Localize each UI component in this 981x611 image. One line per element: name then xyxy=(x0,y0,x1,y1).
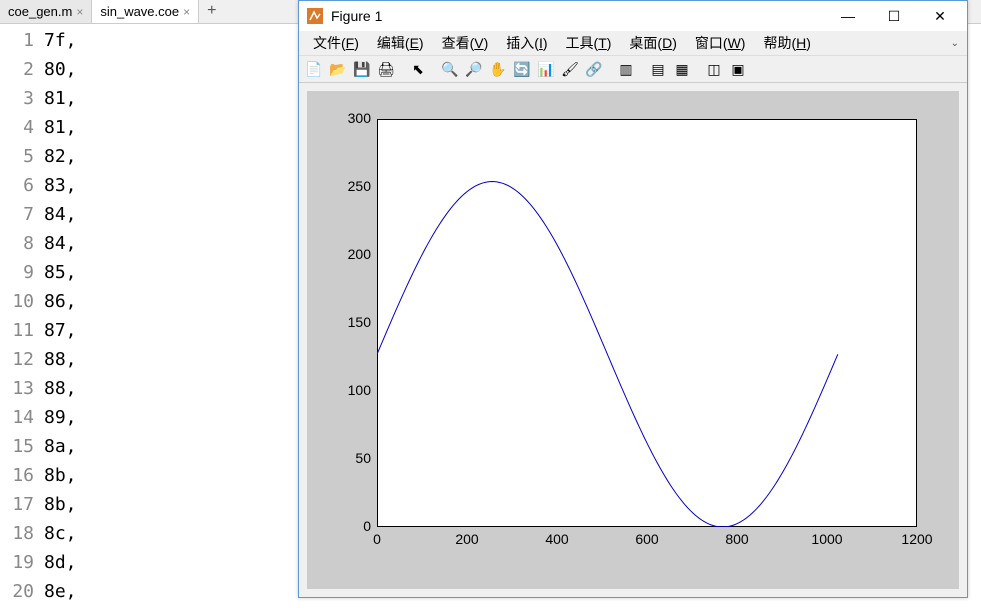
matlab-icon xyxy=(307,8,323,24)
ytick-label: 200 xyxy=(311,246,371,262)
tab-coe-gen[interactable]: coe_gen.m × xyxy=(0,0,92,23)
close-button[interactable]: ✕ xyxy=(917,1,963,31)
ytick-label: 50 xyxy=(311,450,371,466)
menu-item-5[interactable]: 桌面(D) xyxy=(621,31,684,55)
print-icon[interactable]: 🖨 xyxy=(375,58,397,80)
line-gutter: 1234567891011121314151617181920 xyxy=(0,26,44,606)
tab-label: coe_gen.m xyxy=(8,4,72,19)
toolbar: 📄📂💾🖨 ⬉ 🔍🔎✋🔄📊🖌🔗 ▥ ▤▦ ◫▣ xyxy=(299,55,967,83)
xtick-label: 800 xyxy=(717,531,757,547)
zoom-in-icon[interactable]: 🔍 xyxy=(439,58,461,80)
window-title: Figure 1 xyxy=(331,8,825,24)
new-file-icon[interactable]: 📄 xyxy=(303,58,325,80)
menu-item-1[interactable]: 编辑(E) xyxy=(369,31,432,55)
rotate-icon[interactable]: 🔄 xyxy=(511,58,533,80)
xtick-label: 1200 xyxy=(897,531,937,547)
figure-window: Figure 1 — ☐ ✕ 文件(F)编辑(E)查看(V)插入(I)工具(T)… xyxy=(298,0,968,598)
line-chart xyxy=(377,119,917,527)
code-content[interactable]: 7f,80,81,81,82,83,84,84,85,86,87,88,88,8… xyxy=(44,26,77,606)
pointer-icon[interactable]: ⬉ xyxy=(407,58,429,80)
xtick-label: 400 xyxy=(537,531,577,547)
menu-bar: 文件(F)编辑(E)查看(V)插入(I)工具(T)桌面(D)窗口(W)帮助(H)… xyxy=(299,31,967,55)
brush-icon[interactable]: 🖌 xyxy=(559,58,581,80)
ytick-label: 150 xyxy=(311,314,371,330)
colorbar-icon[interactable]: ▥ xyxy=(615,58,637,80)
ytick-label: 300 xyxy=(311,110,371,126)
tab-sin-wave[interactable]: sin_wave.coe × xyxy=(92,0,199,23)
subplot-icon[interactable]: ▦ xyxy=(671,58,693,80)
open-icon[interactable]: 📂 xyxy=(327,58,349,80)
menu-item-7[interactable]: 帮助(H) xyxy=(755,31,818,55)
pan-icon[interactable]: ✋ xyxy=(487,58,509,80)
xtick-label: 600 xyxy=(627,531,667,547)
minimize-button[interactable]: — xyxy=(825,1,871,31)
xtick-label: 0 xyxy=(357,531,397,547)
close-icon[interactable]: × xyxy=(183,5,190,19)
tab-label: sin_wave.coe xyxy=(100,4,179,19)
dock-icon[interactable]: ◫ xyxy=(703,58,725,80)
datatip-icon[interactable]: 📊 xyxy=(535,58,557,80)
plot-area: 050100150200250300020040060080010001200 xyxy=(307,91,959,589)
xtick-label: 1000 xyxy=(807,531,847,547)
zoom-out-icon[interactable]: 🔎 xyxy=(463,58,485,80)
menu-item-4[interactable]: 工具(T) xyxy=(558,31,620,55)
menu-item-3[interactable]: 插入(I) xyxy=(498,31,555,55)
ytick-label: 250 xyxy=(311,178,371,194)
maximize-button[interactable]: ☐ xyxy=(871,1,917,31)
ytick-label: 100 xyxy=(311,382,371,398)
chevron-down-icon[interactable]: ⌄ xyxy=(951,38,959,49)
menu-item-6[interactable]: 窗口(W) xyxy=(687,31,754,55)
legend-icon[interactable]: ▤ xyxy=(647,58,669,80)
menu-item-2[interactable]: 查看(V) xyxy=(434,31,497,55)
close-icon[interactable]: × xyxy=(76,5,83,19)
add-tab-button[interactable]: + xyxy=(199,0,224,23)
save-icon[interactable]: 💾 xyxy=(351,58,373,80)
link-icon[interactable]: 🔗 xyxy=(583,58,605,80)
title-bar[interactable]: Figure 1 — ☐ ✕ xyxy=(299,1,967,31)
layout-icon[interactable]: ▣ xyxy=(727,58,749,80)
menu-item-0[interactable]: 文件(F) xyxy=(305,31,367,55)
xtick-label: 200 xyxy=(447,531,487,547)
